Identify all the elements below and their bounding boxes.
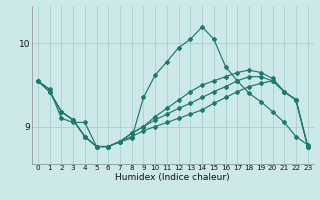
X-axis label: Humidex (Indice chaleur): Humidex (Indice chaleur) [116, 173, 230, 182]
